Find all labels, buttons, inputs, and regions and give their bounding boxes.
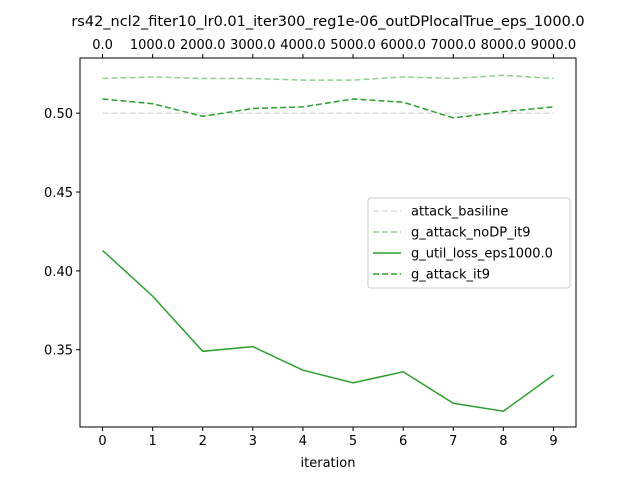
plot-series bbox=[101, 74, 554, 412]
series-line-3 bbox=[102, 98, 554, 119]
x-tick-label: 4 bbox=[299, 434, 307, 449]
x-tick-label: 7 bbox=[449, 434, 457, 449]
top-tick-label: 4000.0 bbox=[280, 38, 326, 53]
top-tick-label: 5000.0 bbox=[330, 38, 376, 53]
legend-entry: g_attack_it9 bbox=[411, 268, 490, 283]
chart-title: rs42_ncl2_fiter10_lr0.01_iter300_reg1e-0… bbox=[71, 14, 584, 30]
x-tick-label: 5 bbox=[349, 434, 357, 449]
top-tick-label: 6000.0 bbox=[380, 38, 426, 53]
x-tick-label: 8 bbox=[499, 434, 507, 449]
x-axis-label: iteration bbox=[301, 456, 356, 471]
top-tick-label: 1000.0 bbox=[130, 38, 176, 53]
series-line-2 bbox=[101, 249, 554, 412]
legend-box bbox=[367, 197, 571, 289]
y-axis: 0.35 0.40 0.45 0.50 bbox=[44, 107, 80, 359]
y-tick-label: 0.35 bbox=[44, 344, 73, 359]
x-tick-label: 0 bbox=[98, 434, 106, 449]
top-tick-label: 8000.0 bbox=[481, 38, 527, 53]
top-axis: 0.0 1000.0 2000.0 3000.0 4000.0 5000.0 6000.0 7… bbox=[92, 38, 576, 58]
x-tick-label: 6 bbox=[399, 434, 407, 449]
x-tick-label: 2 bbox=[199, 434, 207, 449]
x-tick-label: 3 bbox=[249, 434, 257, 449]
y-tick-label: 0.40 bbox=[44, 265, 73, 280]
legend: attack_basiline g_attack_noDP_it9 g_util_l… bbox=[367, 197, 571, 289]
top-tick-label: 3000.0 bbox=[230, 38, 276, 53]
top-tick-label: 2000.0 bbox=[180, 38, 226, 53]
x-tick-label: 1 bbox=[149, 434, 157, 449]
y-tick-label: 0.50 bbox=[44, 107, 73, 122]
legend-entry: attack_basiline bbox=[411, 205, 508, 220]
top-tick-label: 7000.0 bbox=[431, 38, 477, 53]
y-tick-label: 0.45 bbox=[44, 186, 73, 201]
plot-frame bbox=[79, 57, 577, 428]
series-line-1 bbox=[102, 74, 554, 81]
legend-entry: g_util_loss_eps1000.0 bbox=[411, 247, 553, 262]
top-tick-label: 9000.0 bbox=[531, 38, 577, 53]
legend-entry: g_attack_noDP_it9 bbox=[411, 226, 531, 241]
x-tick-label: 9 bbox=[549, 434, 557, 449]
x-axis: 0 1 2 3 4 5 6 7 8 9 bbox=[98, 427, 558, 449]
top-tick-label: 0.0 bbox=[92, 38, 113, 53]
